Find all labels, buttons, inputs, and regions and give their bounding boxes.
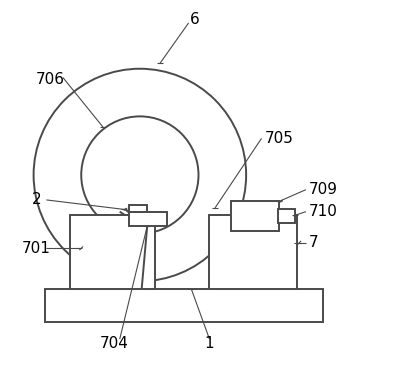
Text: 706: 706	[36, 72, 65, 87]
Text: 709: 709	[308, 182, 337, 197]
Bar	[278, 209, 295, 223]
Text: 6: 6	[190, 12, 200, 27]
Text: 7: 7	[308, 235, 318, 250]
Bar	[210, 215, 297, 289]
Text: 2: 2	[32, 192, 41, 208]
Bar	[231, 201, 279, 231]
Bar	[44, 289, 323, 321]
Text: 705: 705	[264, 131, 293, 146]
Bar	[129, 205, 147, 212]
Text: 710: 710	[308, 204, 337, 219]
Text: 701: 701	[22, 241, 51, 256]
Text: 704: 704	[100, 336, 129, 351]
Bar	[70, 215, 154, 289]
Bar	[129, 212, 168, 226]
Text: 1: 1	[205, 336, 214, 351]
